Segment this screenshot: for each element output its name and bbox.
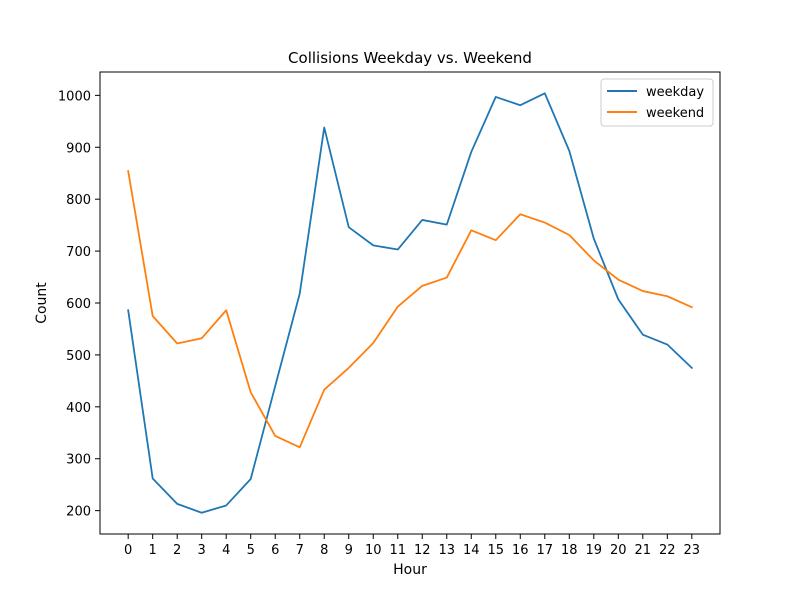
- x-tick-label: 16: [512, 543, 529, 558]
- x-tick-label: 4: [222, 543, 230, 558]
- y-tick-label: 300: [66, 453, 91, 468]
- x-tick-label: 5: [247, 543, 255, 558]
- series-line-weekday: [127, 92, 694, 514]
- x-tick-label: 11: [389, 543, 406, 558]
- x-tick-label: 0: [124, 543, 132, 558]
- x-axis-ticks: 0 1 2 3 4 5 6 7 8 9 10 11 12 13 14 15 16 17 18 19 20 21 22 23: [124, 534, 700, 558]
- x-tick-label: 1: [149, 543, 157, 558]
- x-tick-label: 10: [365, 543, 382, 558]
- y-tick-label: 400: [66, 401, 91, 416]
- x-tick-label: 17: [537, 543, 554, 558]
- x-tick-label: 22: [659, 543, 676, 558]
- x-axis-label: Hour: [393, 562, 427, 578]
- x-tick-label: 6: [271, 543, 279, 558]
- legend-text-weekend: weekend: [646, 106, 704, 121]
- y-tick-label: 800: [66, 193, 91, 208]
- x-tick-label: 23: [684, 543, 701, 558]
- y-tick-label: 200: [66, 505, 91, 520]
- x-tick-label: 19: [586, 543, 603, 558]
- y-axis-label: Count: [34, 282, 50, 324]
- y-axis-ticks: 200 300 400 500 600 700 800 900 1000: [58, 89, 100, 520]
- x-tick-label: 12: [414, 543, 431, 558]
- x-tick-label: 13: [438, 543, 455, 558]
- x-tick-label: 18: [561, 543, 578, 558]
- x-tick-label: 9: [345, 543, 353, 558]
- plot-frame: [99, 71, 721, 535]
- x-tick-label: 14: [463, 543, 480, 558]
- plot-lines: [127, 92, 694, 514]
- y-tick-label: 700: [66, 245, 91, 260]
- legend: weekday weekend: [600, 78, 714, 127]
- y-tick-label: 600: [66, 297, 91, 312]
- x-tick-label: 3: [198, 543, 206, 558]
- x-tick-label: 20: [610, 543, 627, 558]
- x-tick-label: 8: [320, 543, 328, 558]
- x-tick-label: 15: [487, 543, 504, 558]
- x-tick-label: 7: [296, 543, 304, 558]
- x-tick-label: 2: [173, 543, 181, 558]
- chart-title: Collisions Weekday vs. Weekend: [288, 49, 532, 67]
- y-tick-label: 500: [66, 349, 91, 364]
- x-tick-label: 21: [635, 543, 652, 558]
- y-tick-label: 900: [66, 141, 91, 156]
- legend-text-weekday: weekday: [646, 85, 704, 100]
- y-tick-label: 1000: [58, 89, 91, 104]
- series-line-weekend: [127, 170, 694, 449]
